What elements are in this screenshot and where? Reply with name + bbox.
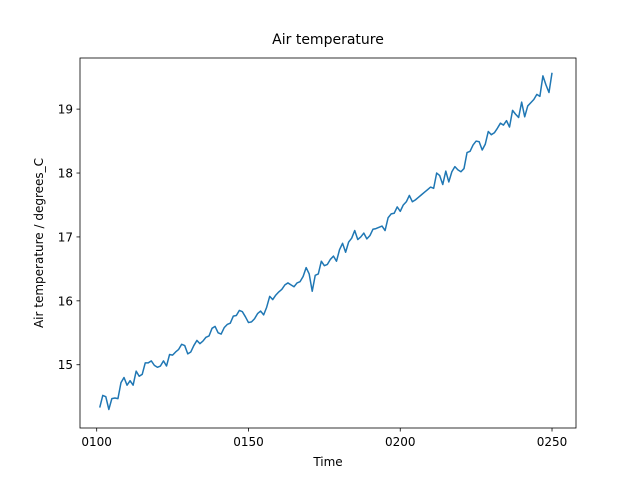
y-tick-label: 19 [58, 103, 73, 117]
x-tick-label: 0100 [81, 435, 112, 449]
y-tick-label: 16 [58, 294, 73, 308]
x-tick-label: 0200 [385, 435, 416, 449]
y-tick-label: 18 [58, 167, 73, 181]
chart-title: Air temperature [272, 32, 384, 48]
x-tick-label: 0150 [233, 435, 264, 449]
y-tick-label: 17 [58, 230, 73, 244]
x-axis-label: Time [312, 455, 342, 469]
y-tick-label: 15 [58, 358, 73, 372]
data-line [99, 72, 553, 411]
x-tick-label: 0250 [537, 435, 568, 449]
y-axis-label: Air temperature / degrees_C [32, 158, 46, 328]
plot-frame [79, 57, 577, 429]
